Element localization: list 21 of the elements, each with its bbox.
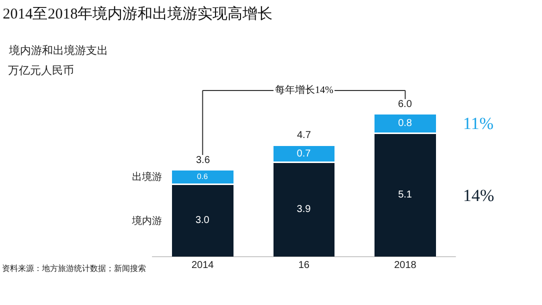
chart-title: 2014至2018年境内游和出境游实现高增长 (2, 6, 273, 22)
total-label: 6.0 (398, 99, 412, 110)
data-label: 3.9 (296, 204, 312, 216)
data-label: 5.1 (398, 190, 412, 201)
text: 11% (463, 114, 494, 133)
data-label: 0.7 (296, 148, 312, 160)
total-label: 4.7 (297, 130, 312, 141)
data-label: 0.6 (197, 172, 208, 181)
text: 14% (463, 186, 494, 205)
data-label: 0.8 (398, 118, 412, 129)
x-tick-label: 16 (298, 260, 310, 271)
text: 每年增长14% (275, 84, 334, 96)
text: 万亿元人民币 (8, 64, 74, 77)
text: 境内游和出境游支出 (8, 44, 108, 57)
x-tick-label: 2018 (394, 260, 417, 271)
text: 资料来源：地方旅游统计数据；新闻搜索 (2, 264, 146, 273)
series-label: 出境游 (132, 171, 162, 183)
series-label: 境内游 (131, 215, 162, 227)
data-label: 3.0 (195, 215, 210, 226)
x-tick-label: 2014 (191, 260, 214, 271)
total-label: 3.6 (196, 155, 210, 166)
